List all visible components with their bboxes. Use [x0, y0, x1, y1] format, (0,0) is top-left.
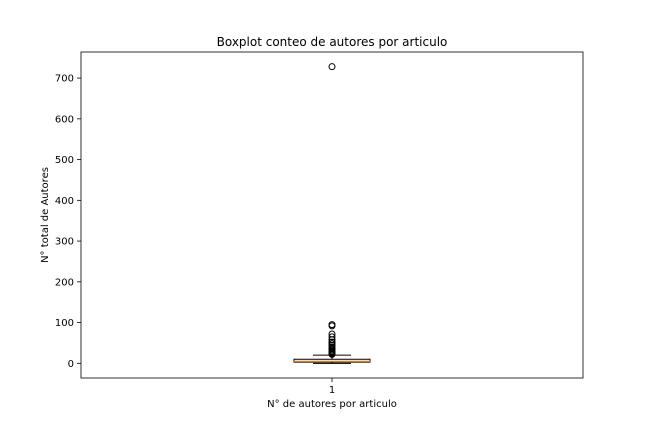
- x-axis: 1: [329, 378, 335, 396]
- x-axis-label: N° de autores por articulo: [267, 399, 397, 410]
- box-group: [293, 354, 371, 364]
- y-tick-label: 200: [55, 277, 74, 288]
- chart-title: Boxplot conteo de autores por articulo: [217, 35, 448, 49]
- y-axis-label: N° total de Autores: [40, 167, 51, 263]
- outlier-point: [328, 338, 336, 346]
- outlier-point: [328, 333, 336, 341]
- x-tick-label: 1: [329, 385, 335, 396]
- y-tick-label: 700: [55, 74, 74, 85]
- y-tick-label: 400: [55, 196, 74, 207]
- y-tick-label: 500: [55, 155, 74, 166]
- y-tick-label: 300: [55, 237, 74, 248]
- y-tick-label: 100: [55, 318, 74, 329]
- iqr-box: [293, 358, 371, 363]
- outlier-group: [328, 63, 336, 358]
- outlier-point: [328, 63, 336, 71]
- y-tick-label: 600: [55, 114, 74, 125]
- y-axis: 0 100 200 300 400 500 600 700: [55, 74, 81, 370]
- y-tick-label: 0: [68, 359, 74, 370]
- outlier-point: [328, 321, 336, 329]
- outlier-point: [328, 330, 336, 338]
